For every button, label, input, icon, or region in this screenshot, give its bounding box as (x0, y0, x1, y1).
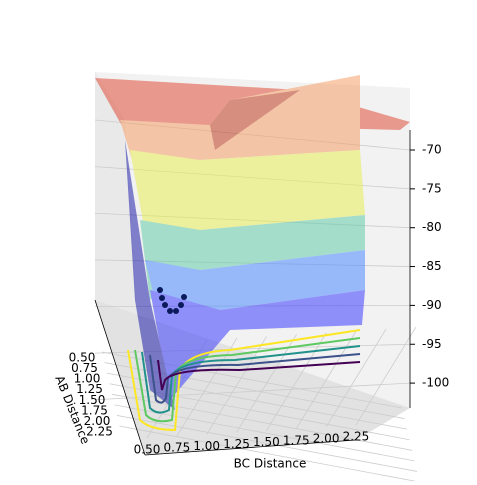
grid-line (266, 332, 327, 431)
grid-line (114, 404, 415, 462)
contours (127, 329, 361, 432)
z-tick-label: -100 (422, 376, 449, 390)
grid-line (236, 334, 297, 433)
y-tick-label: 1.25 (76, 382, 103, 396)
x-tick-label: 2.00 (313, 431, 340, 445)
grid-line (119, 425, 420, 483)
surface (95, 75, 410, 410)
x-tick-label: 1.25 (223, 437, 250, 451)
z-tick-label: -95 (422, 337, 442, 351)
x-axis-label: BC Distance (234, 457, 307, 471)
z-tick-label: -90 (422, 298, 442, 312)
z-tick-label: -80 (422, 220, 442, 234)
x-tick-label: 1.00 (193, 439, 220, 453)
z-tick-label: -85 (422, 259, 442, 273)
grid-line (111, 393, 413, 451)
y-tick-label: 1.00 (74, 372, 101, 386)
y-tick-label: 0.50 (69, 351, 96, 365)
trajectory (157, 287, 187, 314)
x-tick-label: 1.50 (253, 435, 280, 449)
y-tick-label: 2.25 (86, 425, 113, 439)
z-tick-label: -75 (422, 181, 442, 195)
y-tick-label: 2.00 (84, 414, 111, 428)
x-tick-label: 0.75 (163, 441, 190, 455)
grid-line (325, 328, 387, 428)
x-tick-label: 0.50 (134, 443, 161, 457)
x-tick-label: 1.75 (283, 433, 310, 447)
y-tick-label: 1.50 (79, 393, 106, 407)
grid-line (116, 415, 418, 472)
z-tick-label: -70 (422, 143, 442, 157)
x-axis-line (144, 439, 357, 456)
grid-line (355, 326, 417, 426)
x-tick-label: 2.25 (343, 430, 370, 444)
y-axis-line (94, 299, 146, 456)
y-tick-label: 0.75 (71, 361, 98, 375)
y-tick-label: 1.75 (81, 403, 108, 417)
